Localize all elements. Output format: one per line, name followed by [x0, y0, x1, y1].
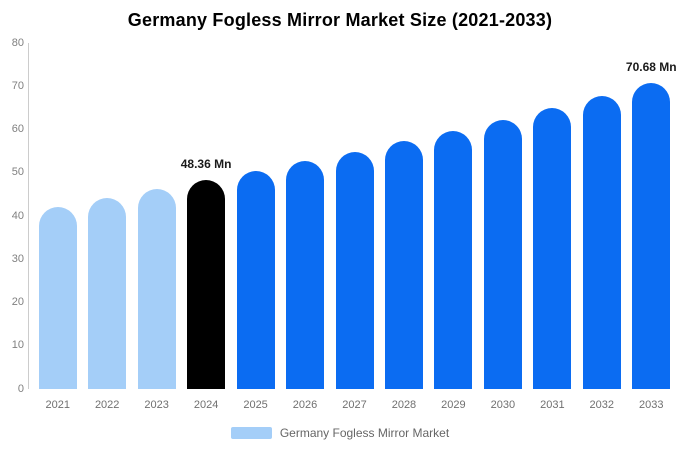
y-tick-label: 70 — [11, 79, 24, 92]
bar-2027 — [335, 151, 374, 389]
x-tick-label-2025: 2025 — [243, 399, 268, 411]
data-label-2024: 48.36 Mn — [180, 156, 232, 171]
bar-2023 — [137, 188, 176, 389]
y-tick-label: 60 — [11, 123, 24, 135]
bar-2033 — [632, 83, 671, 389]
bar-2032 — [582, 95, 621, 389]
bar-2021 — [38, 206, 77, 389]
x-tick-label-2033: 2033 — [639, 399, 664, 411]
x-tick-label-2027: 2027 — [342, 399, 367, 411]
legend: Germany Fogless Mirror Market — [0, 426, 680, 440]
bar-2022 — [88, 197, 127, 389]
bar-2031 — [533, 107, 572, 389]
y-tick-label: 20 — [11, 296, 24, 308]
bar-2024 — [187, 179, 226, 389]
x-tick-label-2029: 2029 — [441, 399, 466, 411]
x-tick-label-2021: 2021 — [45, 399, 70, 411]
y-tick-label: 10 — [11, 339, 24, 352]
x-tick-label-2024: 2024 — [193, 399, 219, 411]
x-tick-label-2023: 2023 — [144, 399, 169, 411]
data-label-2033: 70.68 Mn — [625, 60, 677, 75]
y-tick-label: 30 — [11, 252, 24, 265]
x-tick-label-2031: 2031 — [540, 399, 565, 411]
bar-2026 — [286, 161, 325, 389]
chart-title: Germany Fogless Mirror Market Size (2021… — [127, 10, 553, 30]
y-tick-label: 0 — [17, 382, 24, 395]
y-tick-label: 80 — [11, 36, 24, 49]
bar-2028 — [384, 141, 423, 389]
y-tick-label: 40 — [11, 209, 24, 222]
bar-2025 — [236, 170, 275, 389]
bar-2030 — [483, 119, 522, 389]
legend-swatch — [230, 427, 272, 439]
bar-2029 — [434, 130, 473, 389]
x-tick-label-2030: 2030 — [490, 399, 516, 411]
legend-label: Germany Fogless Mirror Market — [279, 426, 450, 440]
y-axis-line — [28, 43, 29, 389]
x-tick-label-2032: 2032 — [589, 399, 615, 411]
x-tick-label-2026: 2026 — [292, 399, 318, 411]
x-tick-label-2028: 2028 — [391, 399, 417, 411]
y-tick-label: 50 — [11, 166, 24, 179]
x-tick-label-2022: 2022 — [94, 399, 120, 411]
